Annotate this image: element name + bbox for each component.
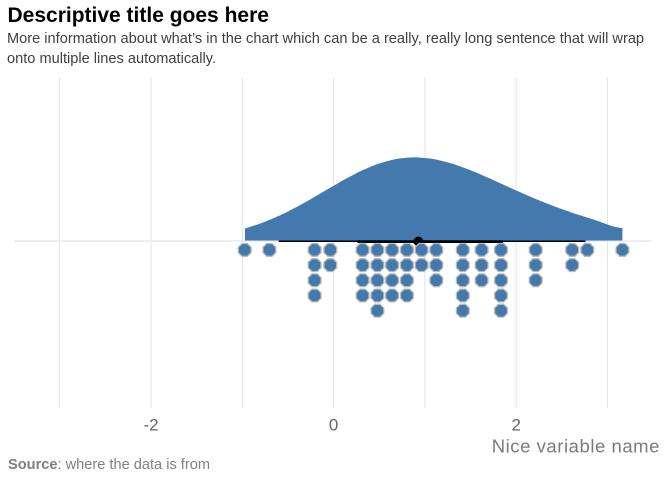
- svg-text:0: 0: [329, 416, 338, 435]
- svg-text:2: 2: [511, 416, 520, 435]
- svg-text:Nice variable name: Nice variable name: [492, 436, 660, 457]
- svg-text:-2: -2: [143, 416, 158, 435]
